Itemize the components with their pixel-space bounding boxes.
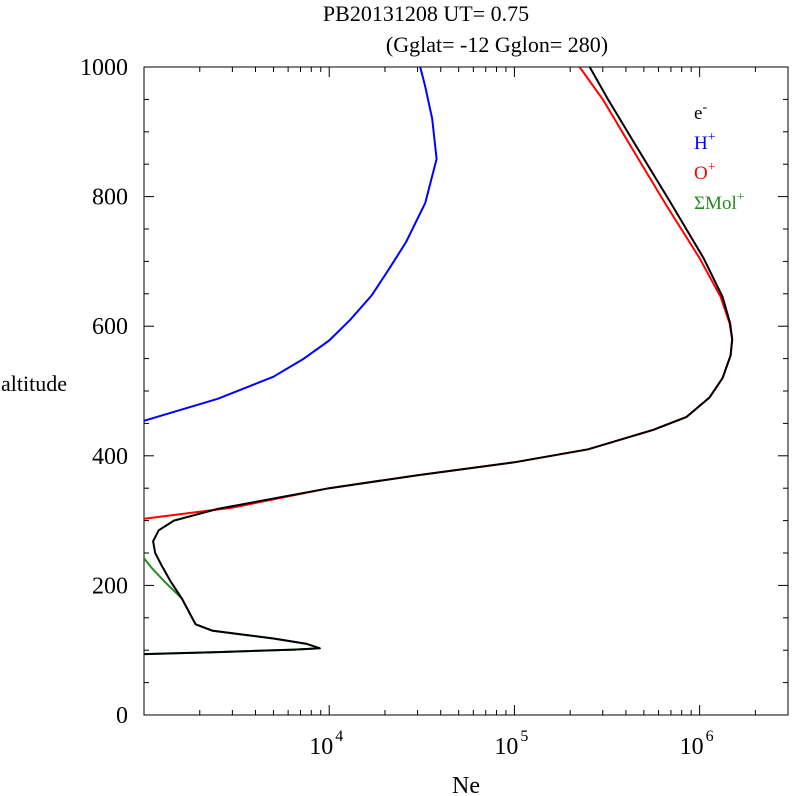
y-tick-label: 200 <box>92 573 128 599</box>
series-lines <box>144 67 734 656</box>
x-tick-exponent: 4 <box>335 728 343 745</box>
legend: e- H+ O+ ΣMol+ <box>694 100 745 214</box>
chart-title-line2: (Gglat= -12 Gglon= 280) <box>386 32 608 57</box>
series-line <box>144 67 734 656</box>
x-axis-label: Ne <box>452 773 480 796</box>
y-tick-label: 0 <box>116 703 128 729</box>
y-tick-label: 400 <box>92 444 128 470</box>
y-axis-label: altitude <box>1 371 67 396</box>
plot-frame <box>143 66 789 716</box>
y-axis: 0 200 400 600 800 1000 <box>80 55 788 729</box>
legend-entry: O+ <box>694 160 716 184</box>
x-tick-label: 10 <box>309 734 333 760</box>
x-tick-label: 10 <box>680 734 704 760</box>
y-tick-label: 800 <box>92 185 128 211</box>
legend-entry: e- <box>694 100 707 124</box>
series-line <box>144 67 734 520</box>
y-tick-label: 1000 <box>80 55 128 81</box>
legend-entry: H+ <box>694 130 716 154</box>
x-tick-exponent: 5 <box>520 728 528 745</box>
y-tick-label: 600 <box>92 314 128 340</box>
x-tick-label: 10 <box>494 734 518 760</box>
series-line <box>144 67 438 422</box>
chart-title-line1: PB20131208 UT= 0.75 <box>323 1 529 26</box>
x-tick-exponent: 6 <box>706 728 714 745</box>
legend-entry: ΣMol+ <box>694 190 745 214</box>
series-line <box>144 557 321 656</box>
x-axis: 10 4 10 5 10 6 <box>143 67 789 760</box>
